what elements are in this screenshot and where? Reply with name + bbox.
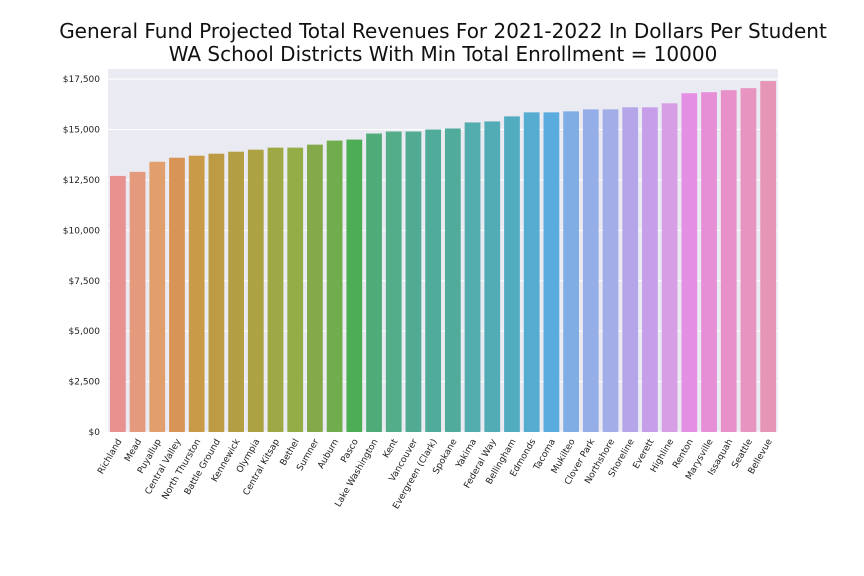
chart-title: General Fund Projected Total Revenues Fo… (0, 20, 864, 66)
bar-spokane (444, 128, 461, 432)
chart-title-line2: WA School Districts With Min Total Enrol… (168, 42, 718, 66)
bar-issaquah (720, 90, 737, 433)
x-tick-label: Richland (96, 438, 124, 477)
bar-kent (385, 131, 402, 432)
bar-auburn (326, 140, 343, 432)
bar-battle-ground (208, 153, 225, 432)
bar-edmonds (523, 112, 540, 432)
y-tick-label: $10,000 (63, 226, 100, 236)
bar-vancouver (405, 131, 422, 432)
bar-federal-way (484, 121, 501, 432)
x-tick-label: Kent (382, 437, 401, 460)
bar-olympia (247, 149, 264, 432)
bar-northshore (602, 109, 619, 432)
bar-marysville (701, 92, 717, 433)
chart-title-line1: General Fund Projected Total Revenues Fo… (59, 19, 827, 43)
y-tick-label: $5,000 (69, 327, 101, 337)
bar-lake-washington (366, 133, 382, 433)
x-tick-label: Mead (123, 438, 144, 464)
bar-highline (661, 103, 678, 433)
bar-yakima (464, 122, 481, 433)
bar-tacoma (543, 112, 560, 432)
bar-central-valley (169, 157, 185, 432)
bar-richland (109, 175, 126, 432)
bar-mead (129, 171, 146, 432)
bar-north-thurston (188, 155, 205, 432)
bar-sumner (307, 144, 323, 432)
y-tick-label: $17,500 (63, 75, 100, 85)
bar-seattle (740, 88, 757, 433)
y-tick-label: $0 (89, 428, 101, 438)
bar-renton (681, 93, 698, 432)
bars (109, 81, 777, 433)
y-tick-label: $7,500 (69, 277, 101, 287)
bar-everett (642, 107, 658, 433)
bar-mukilteo (563, 111, 579, 432)
bar-shoreline (622, 107, 639, 433)
y-tick-label: $12,500 (63, 176, 100, 186)
bar-kennewick (228, 151, 244, 432)
bar-bellingham (504, 116, 520, 433)
bar-bellevue (760, 81, 777, 432)
bar-puyallup (149, 161, 166, 432)
bar-clover-park (582, 109, 599, 432)
bar-evergreen-clark (425, 129, 442, 432)
bar-central-kitsap (267, 147, 284, 432)
y-tick-labels: $0 $2,500 $5,000 $7,500 $10,000 $12,500 $15,00… (63, 75, 100, 438)
y-tick-label: $2,500 (69, 378, 101, 388)
bar-bethel (287, 147, 304, 432)
bar-pasco (346, 139, 363, 433)
y-tick-label: $15,000 (63, 126, 100, 136)
